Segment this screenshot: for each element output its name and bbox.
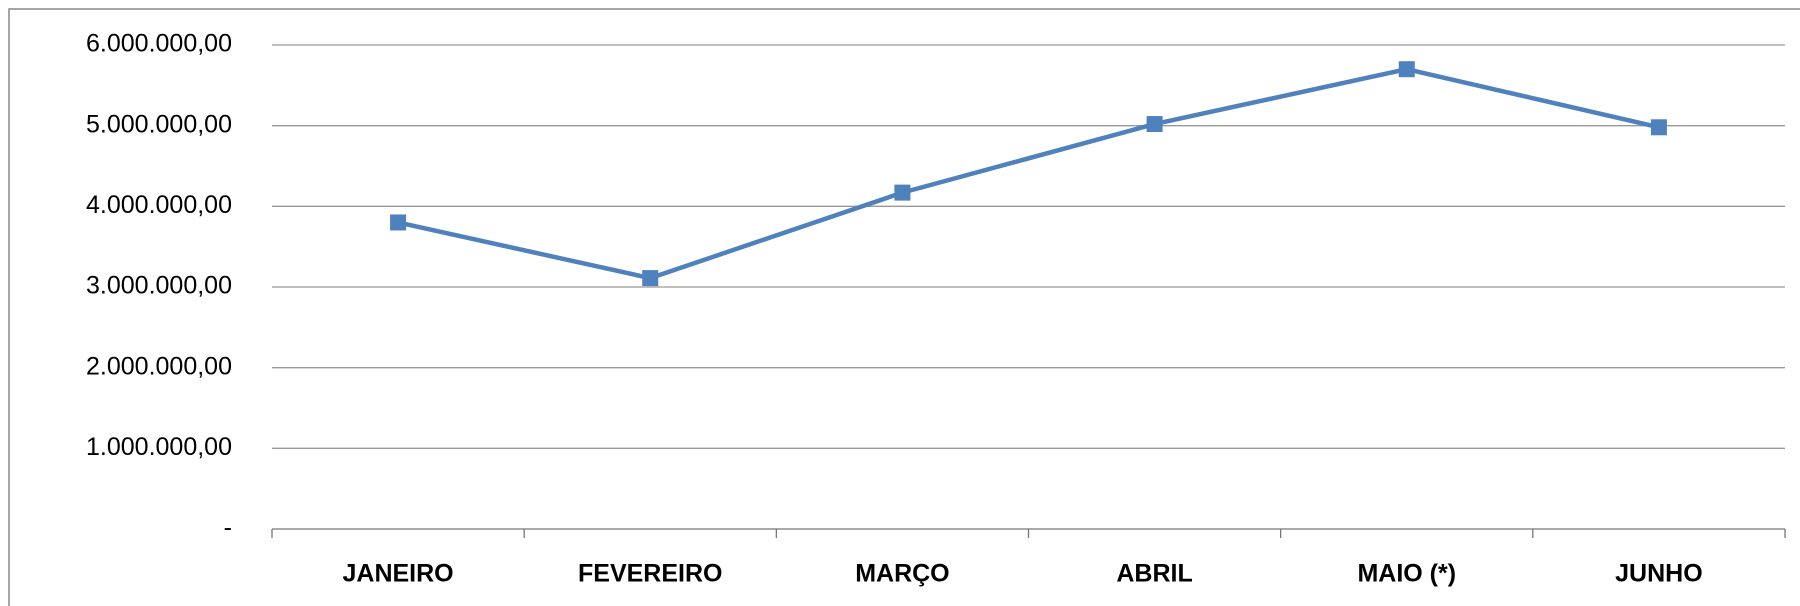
x-tick-label: JUNHO (1615, 560, 1703, 588)
marker (894, 184, 911, 201)
y-tick-label: 3.000.000,00 (86, 272, 232, 300)
y-tick-label: - (224, 514, 232, 542)
y-tick-label: 5.000.000,00 (86, 110, 232, 138)
line (397, 66, 1660, 281)
y-tick-label: 1.000.000,00 (86, 433, 232, 461)
x-tick-label: ABRIL (1116, 560, 1192, 588)
y-tick-label: 2.000.000,00 (86, 352, 232, 380)
marker (1398, 61, 1415, 78)
y-tick-label: 4.000.000,00 (86, 191, 232, 219)
x-tick-label: FEVEREIRO (578, 560, 722, 588)
x-tick-label: MARÇO (855, 560, 949, 588)
chart-frame (8, 8, 1800, 606)
x-tick-label: MAIO (*) (1357, 560, 1456, 588)
marker (1650, 119, 1667, 136)
y-tick-label: 6.000.000,00 (86, 30, 232, 58)
x-tick-label: JANEIRO (343, 560, 454, 588)
marker (1146, 116, 1163, 133)
marker (390, 214, 407, 231)
marker (642, 270, 659, 287)
